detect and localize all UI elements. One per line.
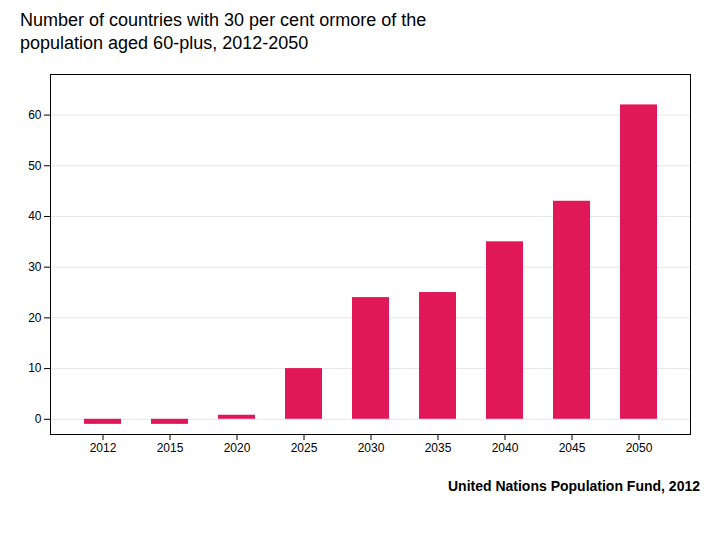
svg-text:2045: 2045 [559,441,586,455]
html-text:population aged 60-plus, 2012-: population aged 60-plus, 2012-2050 [20,33,309,53]
svg-text:0: 0 [35,412,42,426]
svg-text:40: 40 [28,209,42,223]
svg-text:60: 60 [28,108,42,122]
svg-text:2050: 2050 [626,441,653,455]
svg-text:2015: 2015 [157,441,184,455]
svg-text:10: 10 [28,361,42,375]
svg-text:2035: 2035 [425,441,452,455]
svg-text:2020: 2020 [224,441,251,455]
html-text:Number of countries with 30 pe: Number of countries with 30 per cent orm… [20,10,427,30]
svg-text:2040: 2040 [492,441,519,455]
svg-text:50: 50 [28,159,42,173]
svg-text:2030: 2030 [358,441,385,455]
svg-text:2012: 2012 [90,441,117,455]
html-text:United Nations Population Fund: United Nations Population Fund, 2012 [448,478,700,494]
svg-text:20: 20 [28,311,42,325]
svg-text:2025: 2025 [291,441,318,455]
svg-text:30: 30 [28,260,42,274]
